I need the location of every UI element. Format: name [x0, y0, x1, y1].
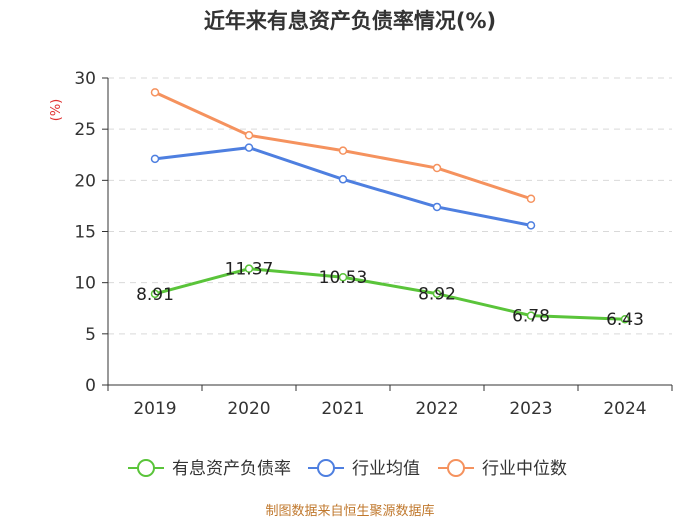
data-label: 6.43	[606, 310, 644, 330]
y-tick-label: 25	[74, 120, 96, 140]
legend-label: 有息资产负债率	[172, 459, 291, 479]
data-point	[432, 163, 442, 173]
data-point	[338, 146, 348, 155]
data-point	[244, 131, 254, 140]
x-tick-label: 2022	[415, 399, 458, 419]
data-label: 6.78	[512, 307, 550, 327]
data-point	[620, 314, 630, 324]
data-labels: 8.91 11.37 10.53 8.92 6.78 6.43	[136, 260, 644, 331]
legend-item[interactable]: 行业中位数	[438, 459, 567, 479]
data-point	[432, 202, 442, 212]
legend[interactable]: 有息资产负债率 行业均值 行业中位数	[128, 459, 567, 479]
y-tick-label: 30	[74, 69, 96, 89]
legend-swatch-marker	[447, 459, 465, 477]
data-point	[432, 289, 442, 298]
legend-swatch-marker	[317, 459, 335, 477]
y-tick-label: 5	[85, 325, 96, 345]
data-label: 8.91	[136, 285, 174, 305]
data-label: 8.92	[418, 285, 456, 305]
data-point	[150, 289, 160, 299]
series-line	[154, 146, 532, 227]
y-tick-label: 10	[74, 274, 96, 294]
chart-title: 近年来有息资产负债率情况(%)	[204, 9, 496, 33]
data-point	[338, 175, 348, 184]
x-tick-label: 2020	[227, 399, 270, 419]
data-point	[244, 143, 254, 152]
x-tick-label: 2019	[133, 399, 176, 419]
data-label: 11.37	[225, 260, 274, 280]
axes: 0 5 10 15 20 25 30 2019 2020 2021 2022 2023 2024	[74, 69, 673, 419]
x-tick-label: 2024	[603, 399, 646, 419]
data-point	[338, 272, 348, 282]
y-tick-label: 20	[74, 171, 96, 191]
data-label: 10.53	[319, 268, 368, 288]
y-tick-label: 15	[74, 223, 96, 243]
grid-lines	[108, 77, 672, 335]
y-axis-unit-label: (%)	[49, 99, 64, 122]
legend-item[interactable]: 行业均值	[308, 459, 420, 479]
legend-swatch-marker	[137, 459, 155, 477]
source-note: 制图数据来自恒生聚源数据库	[265, 503, 434, 519]
x-tick-label: 2023	[509, 399, 552, 419]
y-tick-label: 0	[85, 376, 96, 396]
data-point	[244, 264, 254, 273]
x-tick-label: 2021	[321, 399, 364, 419]
data-point	[526, 194, 536, 204]
series-lines	[150, 88, 630, 324]
legend-label: 行业中位数	[482, 459, 567, 479]
data-point	[150, 88, 160, 97]
data-point	[526, 221, 536, 230]
series-line	[154, 267, 626, 321]
legend-label: 行业均值	[352, 459, 420, 479]
data-point	[150, 154, 160, 164]
legend-item[interactable]: 有息资产负债率	[128, 459, 291, 479]
data-point	[526, 311, 536, 320]
